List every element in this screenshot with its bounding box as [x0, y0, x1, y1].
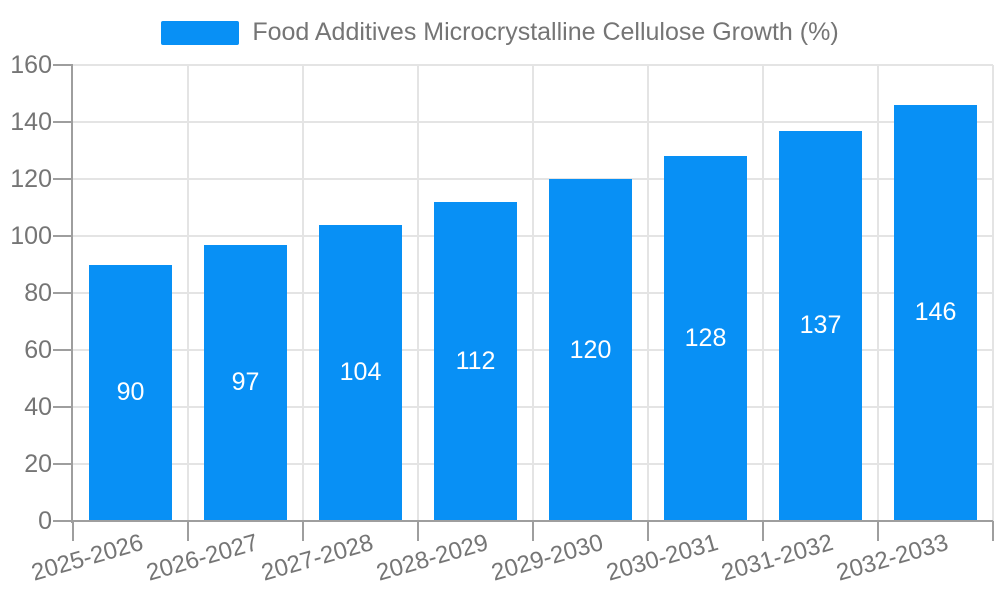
y-axis-tick-label: 20: [24, 450, 52, 478]
legend-swatch: [161, 20, 240, 45]
y-axis-tick-label: 140: [10, 108, 52, 136]
x-axis-category-label: 2030-2031: [603, 529, 721, 587]
bar-value-label: 137: [799, 311, 842, 340]
x-axis-category-label: 2025-2026: [28, 529, 146, 587]
x-axis-line: [71, 520, 993, 522]
bar: 90: [89, 264, 172, 521]
x-tick-mark: [762, 521, 764, 541]
y-axis-tick-label: 40: [24, 393, 52, 421]
bar: 137: [779, 130, 862, 521]
bar-value-label: 112: [455, 346, 496, 375]
x-tick-mark: [72, 521, 74, 541]
v-gridline: [762, 65, 764, 521]
x-axis-category-label: 2031-2032: [718, 529, 836, 587]
y-tick-mark: [53, 235, 73, 237]
bar: 97: [204, 244, 287, 521]
v-gridline: [187, 65, 189, 521]
x-tick-mark: [647, 521, 649, 541]
y-axis-tick-label: 100: [10, 222, 52, 250]
x-tick-mark: [992, 521, 994, 541]
x-tick-mark: [877, 521, 879, 541]
legend-label: Food Additives Microcrystalline Cellulos…: [252, 18, 839, 46]
bar: 112: [434, 201, 517, 521]
x-axis-category-label: 2028-2029: [373, 529, 491, 587]
x-tick-mark: [302, 521, 304, 541]
x-tick-mark: [417, 521, 419, 541]
bar-value-label: 97: [231, 368, 260, 397]
bar-value-label: 120: [569, 335, 612, 364]
x-axis-category-label: 2027-2028: [258, 529, 376, 587]
y-tick-mark: [53, 463, 73, 465]
bar-value-label: 104: [339, 358, 382, 387]
y-tick-mark: [53, 406, 73, 408]
y-axis-tick-label: 80: [24, 279, 52, 307]
v-gridline: [992, 65, 994, 521]
y-axis-tick-label: 160: [10, 51, 52, 79]
v-gridline: [302, 65, 304, 521]
bar-value-label: 90: [116, 378, 145, 407]
bar: 104: [319, 224, 402, 521]
y-tick-mark: [53, 520, 73, 522]
v-gridline: [877, 65, 879, 521]
y-tick-mark: [53, 64, 73, 66]
bar-value-label: 128: [684, 324, 727, 353]
bar: 128: [664, 156, 747, 521]
v-gridline: [532, 65, 534, 521]
y-axis-tick-label: 120: [10, 165, 52, 193]
y-tick-mark: [53, 121, 73, 123]
x-tick-mark: [187, 521, 189, 541]
x-axis-category-label: 2026-2027: [143, 529, 261, 587]
y-tick-mark: [53, 178, 73, 180]
x-axis-category-label: 2029-2030: [488, 529, 606, 587]
y-tick-mark: [53, 349, 73, 351]
v-gridline: [647, 65, 649, 521]
y-tick-mark: [53, 292, 73, 294]
legend: Food Additives Microcrystalline Cellulos…: [0, 18, 1000, 47]
y-axis-tick-label: 60: [24, 336, 52, 364]
y-axis-tick-label: 0: [38, 507, 52, 535]
x-axis-category-label: 2032-2033: [833, 529, 951, 587]
v-gridline: [417, 65, 419, 521]
bar-value-label: 146: [914, 298, 957, 327]
bar: 146: [894, 104, 977, 521]
y-axis-line: [71, 65, 73, 523]
bar: 120: [549, 179, 632, 521]
x-tick-mark: [532, 521, 534, 541]
